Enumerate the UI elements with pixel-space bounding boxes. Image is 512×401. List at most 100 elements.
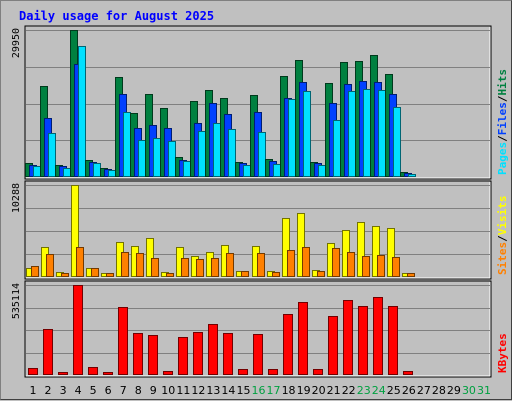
bar-sites-day-24 xyxy=(377,255,385,277)
day-label-6: 6 xyxy=(105,384,112,397)
bars-visits-sites xyxy=(26,185,415,277)
legend-separator: / xyxy=(496,135,509,142)
bar-visits-day-9 xyxy=(146,238,154,277)
bar-kbytes-day-15 xyxy=(238,369,248,375)
legend-item-sites: Sites xyxy=(496,242,509,275)
legend-item-files: Files xyxy=(496,102,509,135)
legend-item-kbytes: KBytes xyxy=(496,333,509,373)
bar-kbytes-day-21 xyxy=(328,316,338,375)
day-label-3: 3 xyxy=(60,384,67,397)
day-label-20: 20 xyxy=(312,384,326,397)
bar-sites-day-10 xyxy=(166,273,174,277)
bar-kbytes-day-23 xyxy=(358,306,368,375)
legend-text: Sites/Visits xyxy=(496,196,509,276)
bar-sites-day-5 xyxy=(91,268,99,277)
bar-kbytes-day-18 xyxy=(283,314,293,375)
bar-pages-day-4 xyxy=(78,46,86,177)
bar-pages-day-12 xyxy=(198,131,206,177)
day-label-31: 31 xyxy=(477,384,491,397)
bar-sites-day-9 xyxy=(151,258,159,277)
bar-pages-day-23 xyxy=(363,89,371,177)
day-label-30: 30 xyxy=(462,384,476,397)
bar-visits-day-18 xyxy=(282,218,290,277)
legend-visits-sites: Sites/Visits xyxy=(496,196,509,276)
legend-text: KBytes xyxy=(496,333,509,373)
bar-sites-day-17 xyxy=(272,272,280,277)
bar-kbytes-day-25 xyxy=(388,306,398,375)
bar-kbytes-day-26 xyxy=(403,371,413,375)
bar-pages-day-6 xyxy=(108,170,116,177)
bar-sites-day-18 xyxy=(287,250,295,277)
bar-sites-day-20 xyxy=(317,271,325,277)
day-label-16: 16 xyxy=(252,384,266,397)
legend-item-hits: Hits xyxy=(496,69,509,96)
bar-pages-day-1 xyxy=(33,166,41,177)
bar-kbytes-day-6 xyxy=(103,372,113,375)
legend-item-pages: Pages xyxy=(496,142,509,175)
y-max-label: 10288 xyxy=(11,183,22,213)
bar-sites-day-16 xyxy=(257,253,265,277)
chart-title: Daily usage for August 2025 xyxy=(19,9,214,23)
bar-visits-day-4 xyxy=(71,185,79,277)
legend-kbytes: KBytes xyxy=(496,333,509,373)
day-label-10: 10 xyxy=(161,384,175,397)
bar-pages-day-10 xyxy=(168,141,176,177)
bar-sites-day-1 xyxy=(31,266,39,277)
bar-pages-day-9 xyxy=(153,138,161,177)
bar-sites-day-13 xyxy=(211,258,219,277)
bar-sites-day-4 xyxy=(76,247,84,277)
bar-pages-day-17 xyxy=(273,164,281,177)
bar-kbytes-day-17 xyxy=(268,369,278,375)
bar-pages-day-24 xyxy=(378,90,386,177)
y-max-label: 29950 xyxy=(11,28,22,58)
bar-kbytes-day-19 xyxy=(298,302,308,375)
bar-pages-day-8 xyxy=(138,140,146,177)
legend-separator: / xyxy=(496,235,509,242)
bar-visits-day-24 xyxy=(372,226,380,277)
bar-kbytes-day-13 xyxy=(208,324,218,375)
bar-kbytes-day-1 xyxy=(28,368,38,375)
legend-text: Pages/Files/Hits xyxy=(496,69,509,175)
day-label-28: 28 xyxy=(432,384,446,397)
bar-pages-day-16 xyxy=(258,132,266,177)
bar-kbytes-day-16 xyxy=(253,334,263,375)
day-label-21: 21 xyxy=(327,384,341,397)
bar-pages-day-26 xyxy=(408,174,416,177)
bar-sites-day-21 xyxy=(332,248,340,277)
bar-pages-day-5 xyxy=(93,163,101,177)
panel-kbytes: 535114 KBytes xyxy=(11,280,509,378)
bar-sites-day-2 xyxy=(46,254,54,277)
day-label-2: 2 xyxy=(45,384,52,397)
legend-item-visits: Visits xyxy=(496,196,509,236)
bars-hits-files-pages xyxy=(25,30,416,177)
bar-pages-day-7 xyxy=(123,112,131,177)
bar-kbytes-day-2 xyxy=(43,329,53,375)
bars-kbytes xyxy=(28,285,413,375)
bar-kbytes-day-24 xyxy=(373,297,383,375)
day-label-29: 29 xyxy=(447,384,461,397)
bar-sites-day-26 xyxy=(407,273,415,277)
day-label-15: 15 xyxy=(236,384,250,397)
bar-kbytes-day-14 xyxy=(223,333,233,375)
bar-sites-day-12 xyxy=(196,259,204,277)
bar-pages-day-11 xyxy=(183,161,191,177)
panel-visits-sites: 10288 Sites/Visits xyxy=(11,180,509,280)
bar-kbytes-day-3 xyxy=(58,372,68,375)
bar-pages-day-22 xyxy=(348,91,356,177)
bar-sites-day-25 xyxy=(392,257,400,277)
bar-kbytes-day-22 xyxy=(343,300,353,375)
bar-sites-day-14 xyxy=(226,253,234,277)
bar-kbytes-day-5 xyxy=(88,367,98,375)
y-max-label: 535114 xyxy=(11,283,22,319)
day-label-17: 17 xyxy=(267,384,281,397)
day-label-13: 13 xyxy=(206,384,220,397)
day-label-14: 14 xyxy=(221,384,235,397)
legend-hits-files-pages: Pages/Files/Hits xyxy=(496,69,509,175)
bar-sites-day-11 xyxy=(181,258,189,277)
day-label-22: 22 xyxy=(342,384,356,397)
day-label-12: 12 xyxy=(191,384,205,397)
day-label-9: 9 xyxy=(150,384,157,397)
day-label-23: 23 xyxy=(357,384,371,397)
